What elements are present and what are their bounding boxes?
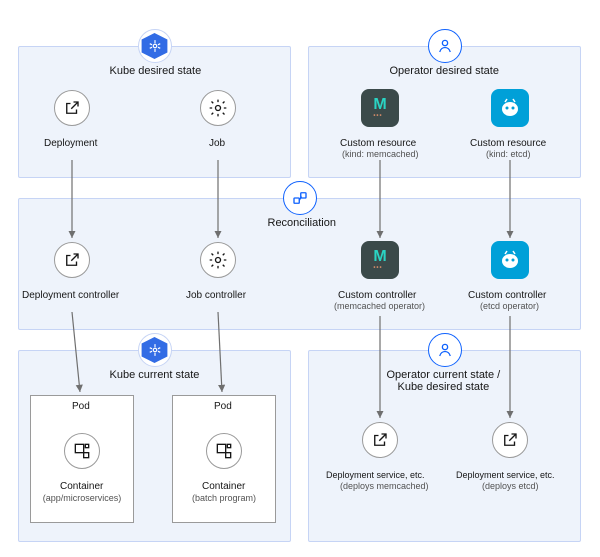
panel-title: Reconciliation	[268, 217, 336, 229]
text-label: Container	[202, 481, 245, 493]
deployment-controller-node	[54, 242, 90, 278]
text-label: Job controller	[186, 290, 246, 302]
text-label: Custom resource	[470, 138, 546, 150]
panel-title: Kube desired state	[110, 65, 202, 77]
job-node	[200, 90, 236, 126]
panel-title: Operator desired state	[390, 65, 499, 77]
text-label: Container	[60, 481, 103, 493]
deployment-service-node	[362, 422, 398, 458]
text-label: (memcached operator)	[334, 301, 425, 311]
text-label: (app/microservices)	[34, 493, 130, 503]
kubernetes-icon	[138, 333, 172, 367]
etcd-icon	[491, 89, 529, 127]
text-label: Deployment service, etc.	[326, 470, 425, 480]
text-label: (etcd operator)	[480, 301, 539, 311]
deployment-node	[54, 90, 90, 126]
text-label: Deployment controller	[22, 290, 119, 302]
deployment-service-node	[492, 422, 528, 458]
text-label: Custom resource	[340, 138, 416, 150]
user-icon	[428, 333, 462, 367]
text-label: (deploys etcd)	[482, 481, 539, 491]
text-label: Custom controller	[338, 290, 416, 302]
job-controller-node	[200, 242, 236, 278]
etcd-icon	[491, 241, 529, 279]
container-node	[64, 433, 100, 469]
text-label: Job	[209, 138, 225, 150]
text-label: Pod	[214, 401, 232, 413]
user-icon	[428, 29, 462, 63]
text-label: (batch program)	[176, 493, 272, 503]
memcached-icon: M•••	[361, 89, 399, 127]
kubernetes-icon	[138, 29, 172, 63]
reconciliation-icon	[283, 181, 317, 215]
panel-title: Kube current state	[110, 369, 200, 381]
text-label: (deploys memcached)	[340, 481, 429, 491]
text-label: Custom controller	[468, 290, 546, 302]
container-node	[206, 433, 242, 469]
text-label: Deployment	[44, 138, 97, 150]
text-label: Pod	[72, 401, 90, 413]
panel-title: Operator current state / Kube desired st…	[387, 369, 501, 393]
memcached-icon: M•••	[361, 241, 399, 279]
text-label: (kind: etcd)	[486, 149, 531, 159]
text-label: (kind: memcached)	[342, 149, 419, 159]
text-label: Deployment service, etc.	[456, 470, 555, 480]
